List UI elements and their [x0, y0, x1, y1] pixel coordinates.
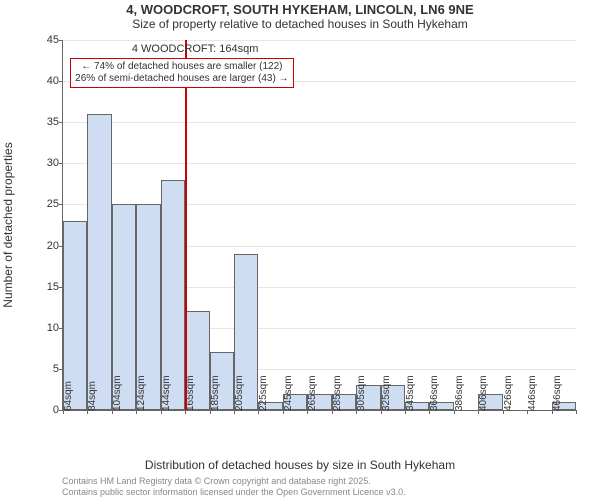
x-tick-label: 426sqm	[503, 375, 514, 411]
histogram-bar	[87, 114, 111, 410]
y-tick-label: 15	[33, 281, 59, 293]
x-tick-label: 285sqm	[332, 375, 343, 411]
y-tick-label: 5	[33, 363, 59, 375]
plot-area: 05101520253035404564sqm84sqm104sqm124sqm…	[62, 40, 576, 411]
x-tick-label: 64sqm	[63, 381, 74, 411]
x-tick-mark	[576, 410, 577, 414]
reference-annotation-line: 26% of semi-detached houses are larger (…	[75, 73, 288, 85]
x-tick-label: 185sqm	[210, 375, 221, 411]
x-tick-label: 205sqm	[234, 375, 245, 411]
y-tick-label: 20	[33, 240, 59, 252]
x-tick-label: 466sqm	[552, 375, 563, 411]
x-axis-label: Distribution of detached houses by size …	[0, 458, 600, 472]
y-tick-label: 10	[33, 322, 59, 334]
x-tick-label: 366sqm	[429, 375, 440, 411]
x-tick-label: 446sqm	[527, 375, 538, 411]
chart-container: 4, WOODCROFT, SOUTH HYKEHAM, LINCOLN, LN…	[0, 0, 600, 500]
footer-line-2: Contains public sector information licen…	[62, 487, 406, 498]
y-gridline	[63, 40, 576, 41]
reference-label: 4 WOODCROFT: 164sqm	[95, 43, 295, 55]
y-tick-label: 40	[33, 75, 59, 87]
x-tick-label: 124sqm	[136, 375, 147, 411]
y-tick-mark	[59, 122, 63, 123]
y-tick-label: 30	[33, 157, 59, 169]
x-tick-label: 406sqm	[478, 375, 489, 411]
x-tick-label: 386sqm	[454, 375, 465, 411]
x-tick-label: 325sqm	[381, 375, 392, 411]
y-axis-label: Number of detached properties	[1, 142, 15, 307]
x-tick-label: 345sqm	[405, 375, 416, 411]
x-tick-label: 265sqm	[307, 375, 318, 411]
y-tick-label: 0	[33, 404, 59, 416]
y-tick-label: 45	[33, 34, 59, 46]
reference-annotation-line: ← 74% of detached houses are smaller (12…	[75, 61, 288, 73]
y-gridline	[63, 122, 576, 123]
reference-line	[185, 40, 187, 410]
title-line-1: 4, WOODCROFT, SOUTH HYKEHAM, LINCOLN, LN…	[0, 2, 600, 17]
y-gridline	[63, 163, 576, 164]
y-tick-mark	[59, 163, 63, 164]
x-tick-label: 245sqm	[283, 375, 294, 411]
footer-attribution: Contains HM Land Registry data © Crown c…	[62, 476, 406, 498]
x-tick-label: 84sqm	[87, 381, 98, 411]
x-tick-label: 144sqm	[161, 375, 172, 411]
x-tick-label: 225sqm	[258, 375, 269, 411]
y-tick-label: 35	[33, 116, 59, 128]
reference-annotation-box: ← 74% of detached houses are smaller (12…	[70, 58, 293, 88]
y-tick-mark	[59, 81, 63, 82]
y-tick-mark	[59, 40, 63, 41]
x-tick-label: 104sqm	[112, 375, 123, 411]
x-tick-label: 305sqm	[356, 375, 367, 411]
title-line-2: Size of property relative to detached ho…	[0, 17, 600, 31]
y-tick-mark	[59, 204, 63, 205]
y-tick-label: 25	[33, 198, 59, 210]
footer-line-1: Contains HM Land Registry data © Crown c…	[62, 476, 406, 487]
title-block: 4, WOODCROFT, SOUTH HYKEHAM, LINCOLN, LN…	[0, 2, 600, 31]
